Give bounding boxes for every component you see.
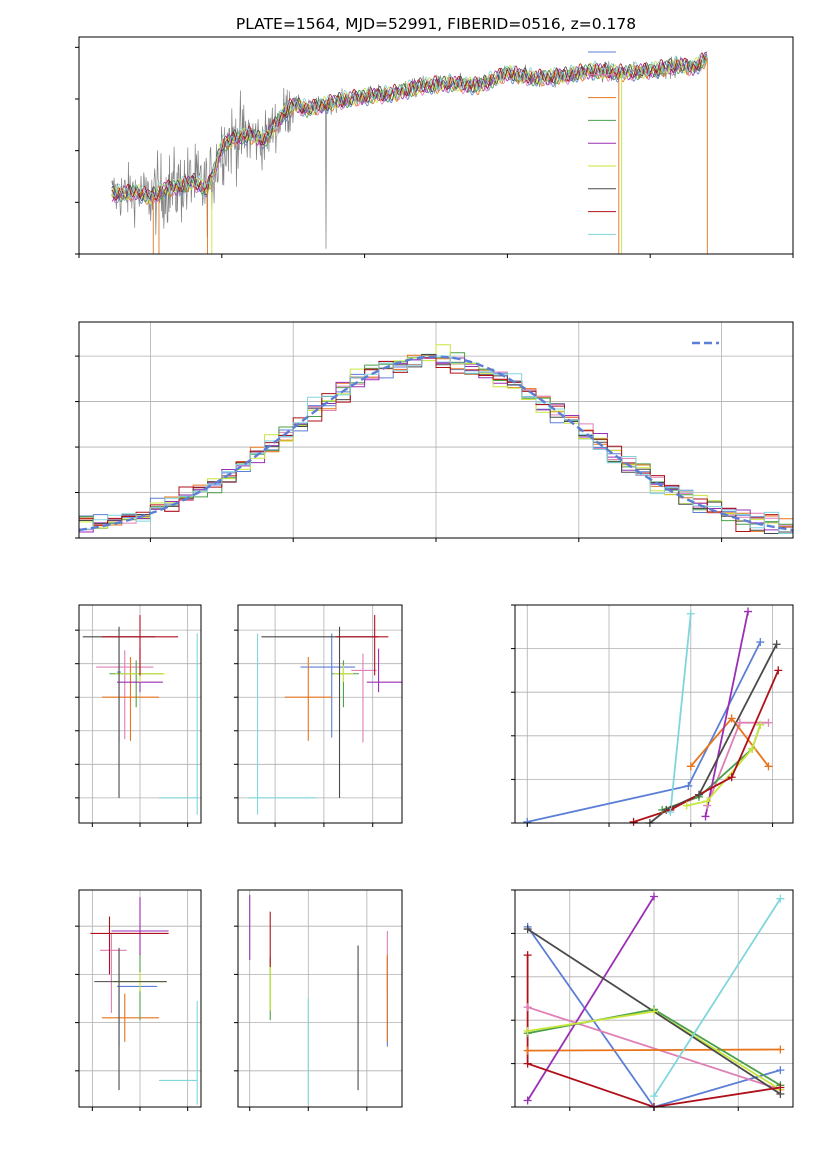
weight_vs_age-point-marker xyxy=(701,812,710,821)
figure-title: PLATE=1564, MJD=52991, FIBERID=0516, z=0… xyxy=(236,15,636,33)
spectrum-series-line xyxy=(111,53,708,202)
residuals-normal-curve xyxy=(79,355,793,532)
weight_vs_age-plot-area xyxy=(527,611,780,823)
weight_vs_age-point-marker xyxy=(764,718,773,727)
weight_vs_z-point-marker xyxy=(523,1059,532,1068)
weight_vs_z-series-line xyxy=(527,1048,781,1052)
weight_vs_age-series-line xyxy=(649,643,778,823)
weight_vs_age-point-marker xyxy=(744,607,753,616)
weight_vs_z-point-marker xyxy=(776,894,785,903)
spectrum-plot-area xyxy=(111,51,708,254)
residuals-histogram-step xyxy=(79,357,793,538)
weight_vs_age-series-line xyxy=(527,641,762,823)
weight_vs_age-series-line xyxy=(704,611,749,817)
weight_vs_age-point-marker xyxy=(727,773,736,782)
weight_vs_z-point-marker xyxy=(523,925,532,934)
mass_vs_z-plot-area xyxy=(90,897,198,1105)
weight_vs_z-point-marker xyxy=(776,1045,785,1054)
weight_vs_z-series-line xyxy=(526,926,781,1107)
age_vs_z-plot-area xyxy=(82,615,198,815)
weight_vs_age-series-line xyxy=(633,670,780,823)
weight_vs_z-point-marker xyxy=(523,1046,532,1055)
weight_vs_age-point-marker xyxy=(629,817,638,826)
weight_vs_age-frame xyxy=(514,604,794,824)
weight_vs_z-point-marker xyxy=(650,1092,658,1101)
weight_vs_z-series-line xyxy=(526,896,655,1101)
weight_vs_z-point-marker xyxy=(650,1007,658,1016)
weight_vs_age-point-marker xyxy=(686,609,695,618)
residuals-plot-area xyxy=(79,344,793,538)
weight_vs_z-point-marker xyxy=(650,892,658,901)
weight_vs_age-series-line xyxy=(686,724,762,807)
spectrum-series-line xyxy=(111,56,708,201)
weight_vs_age-point-marker xyxy=(756,720,765,729)
weight_vs_age-series-line xyxy=(669,613,692,813)
weight_vs_z-point-marker xyxy=(523,1096,532,1105)
weight_vs_z-series-line xyxy=(653,898,782,1097)
grid-layer xyxy=(79,322,793,1108)
weight_vs_z-point-marker xyxy=(523,951,532,960)
spectrum-series-line xyxy=(111,52,708,201)
weight_vs_z-point-marker xyxy=(776,1083,785,1092)
weight_vs_age-point-marker xyxy=(686,762,695,771)
weight_vs_age-point-marker xyxy=(684,781,693,790)
weight_vs_age-point-marker xyxy=(764,762,773,771)
age_vs_mass-plot-area xyxy=(247,615,402,815)
mass_vs_ebv-frame xyxy=(237,889,403,1108)
data-layer xyxy=(79,51,793,1111)
weight_vs_age-point-marker xyxy=(756,638,765,647)
spectrum-frame xyxy=(78,36,794,255)
axes-layer xyxy=(75,36,794,1111)
weight_vs_age-point-marker xyxy=(703,797,712,806)
mass_vs_ebv-plot-area xyxy=(249,894,388,1105)
weight_vs_age-point-marker xyxy=(735,718,744,727)
weight_vs_age-point-marker xyxy=(772,640,781,649)
weight_vs_age-point-marker xyxy=(682,801,691,810)
weight_vs_z-point-marker xyxy=(523,1027,532,1036)
weight_vs_age-point-marker xyxy=(727,714,736,723)
spectrum-data-line xyxy=(111,54,708,249)
weight_vs_age-point-marker xyxy=(748,744,757,753)
weight_vs_z-point-marker xyxy=(776,1066,785,1075)
weight_vs_z-point-marker xyxy=(523,1003,532,1012)
weight_vs_age-point-marker xyxy=(666,808,675,817)
weight_vs_age-point-marker xyxy=(694,790,703,799)
weight_vs_age-point-marker xyxy=(774,666,783,675)
age_vs_mass-frame xyxy=(237,604,403,824)
weight_vs_z-series-line xyxy=(527,1006,781,1091)
